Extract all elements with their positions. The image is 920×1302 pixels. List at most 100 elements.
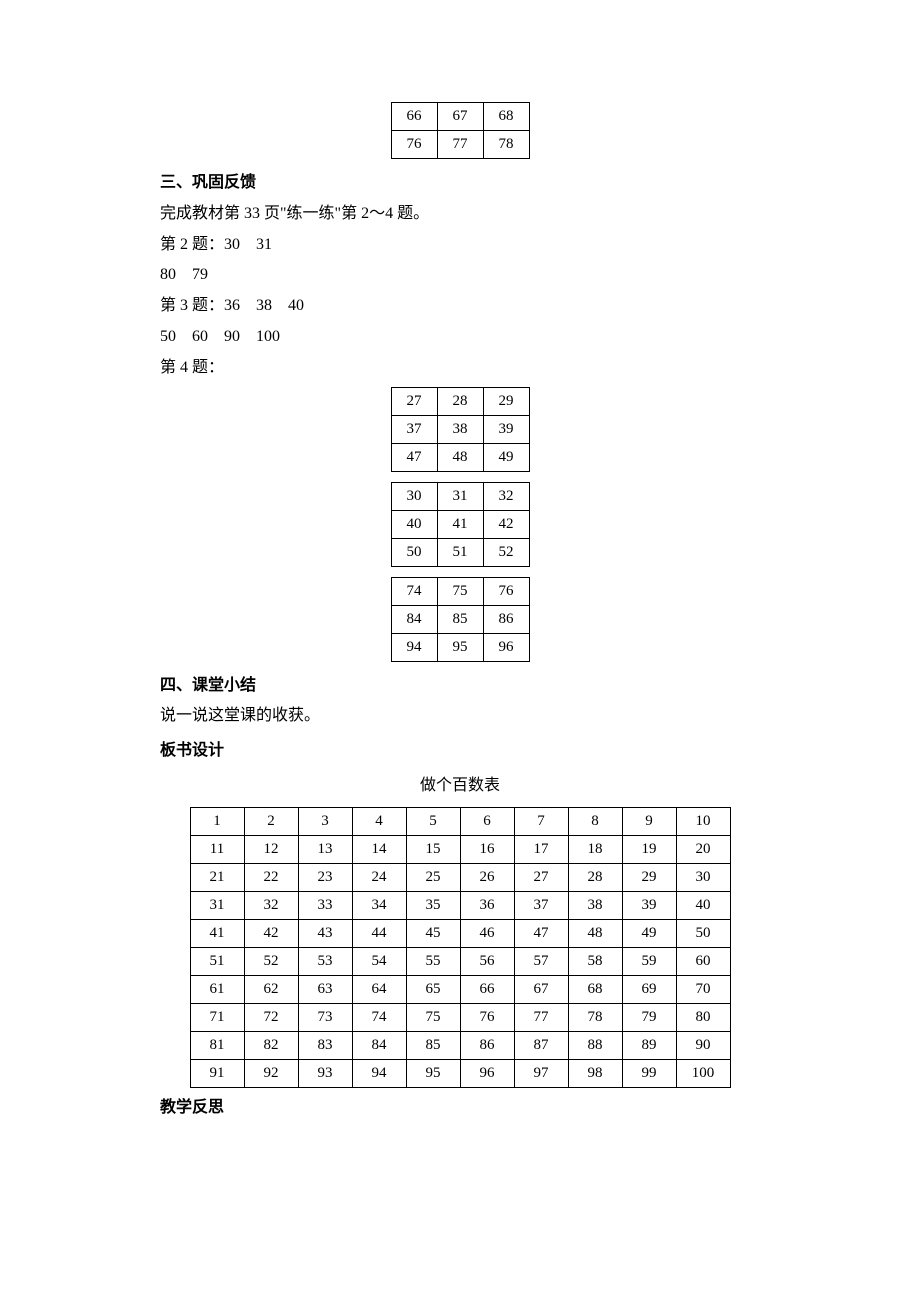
- cell: 31: [190, 891, 244, 919]
- cell: 9: [622, 807, 676, 835]
- cell: 76: [460, 1003, 514, 1031]
- cell: 29: [622, 863, 676, 891]
- table-row: 373839: [391, 415, 529, 443]
- cell: 84: [391, 605, 437, 633]
- cell: 45: [406, 919, 460, 947]
- cell: 71: [190, 1003, 244, 1031]
- cell: 25: [406, 863, 460, 891]
- cell: 7: [514, 807, 568, 835]
- cell: 96: [483, 633, 529, 661]
- cell: 15: [406, 835, 460, 863]
- cell: 69: [622, 975, 676, 1003]
- table-row: 767778: [391, 131, 529, 159]
- cell: 40: [676, 891, 730, 919]
- heading-section-3: 三、巩固反馈: [160, 169, 760, 198]
- cell: 11: [190, 835, 244, 863]
- cell: 68: [483, 103, 529, 131]
- cell: 78: [568, 1003, 622, 1031]
- table-row: 12345678910: [190, 807, 730, 835]
- cell: 91: [190, 1059, 244, 1087]
- table-top: 666768767778: [391, 102, 530, 159]
- cell: 4: [352, 807, 406, 835]
- table-q4-c: 747576848586949596: [391, 577, 530, 662]
- cell: 38: [437, 415, 483, 443]
- table-row: 303132: [391, 482, 529, 510]
- cell: 47: [514, 919, 568, 947]
- summary-line: 说一说这堂课的收获。: [160, 702, 760, 731]
- table-row: 747576: [391, 577, 529, 605]
- cell: 98: [568, 1059, 622, 1087]
- cell: 52: [483, 538, 529, 566]
- cell: 61: [190, 975, 244, 1003]
- heading-section-4: 四、课堂小结: [160, 672, 760, 701]
- cell: 64: [352, 975, 406, 1003]
- cell: 89: [622, 1031, 676, 1059]
- cell: 84: [352, 1031, 406, 1059]
- cell: 8: [568, 807, 622, 835]
- table-row: 71727374757677787980: [190, 1003, 730, 1031]
- cell: 14: [352, 835, 406, 863]
- cell: 65: [406, 975, 460, 1003]
- cell: 5: [406, 807, 460, 835]
- table-row: 919293949596979899100: [190, 1059, 730, 1087]
- page-content: 666768767778 三、巩固反馈 完成教材第 33 页"练一练"第 2～4…: [160, 102, 760, 1123]
- cell: 51: [190, 947, 244, 975]
- cell: 28: [568, 863, 622, 891]
- cell: 16: [460, 835, 514, 863]
- cell: 55: [406, 947, 460, 975]
- cell: 78: [483, 131, 529, 159]
- cell: 17: [514, 835, 568, 863]
- cell: 10: [676, 807, 730, 835]
- cell: 32: [244, 891, 298, 919]
- table-row: 949596: [391, 633, 529, 661]
- cell: 41: [190, 919, 244, 947]
- cell: 44: [352, 919, 406, 947]
- cell: 21: [190, 863, 244, 891]
- cell: 92: [244, 1059, 298, 1087]
- cell: 60: [676, 947, 730, 975]
- cell: 74: [391, 577, 437, 605]
- cell: 30: [391, 482, 437, 510]
- cell: 90: [676, 1031, 730, 1059]
- cell: 6: [460, 807, 514, 835]
- cell: 96: [460, 1059, 514, 1087]
- cell: 56: [460, 947, 514, 975]
- cell: 51: [437, 538, 483, 566]
- table-q4-b: 303132404142505152: [391, 482, 530, 567]
- cell: 77: [514, 1003, 568, 1031]
- cell: 40: [391, 510, 437, 538]
- table-row: 272829: [391, 387, 529, 415]
- q2-line2: 80 79: [160, 261, 760, 290]
- table-row: 505152: [391, 538, 529, 566]
- cell: 77: [437, 131, 483, 159]
- cell: 76: [483, 577, 529, 605]
- cell: 87: [514, 1031, 568, 1059]
- cell: 95: [406, 1059, 460, 1087]
- cell: 85: [437, 605, 483, 633]
- table-row: 51525354555657585960: [190, 947, 730, 975]
- cell: 62: [244, 975, 298, 1003]
- cell: 38: [568, 891, 622, 919]
- cell: 2: [244, 807, 298, 835]
- cell: 37: [514, 891, 568, 919]
- cell: 75: [406, 1003, 460, 1031]
- cell: 97: [514, 1059, 568, 1087]
- cell: 12: [244, 835, 298, 863]
- board-title: 做个百数表: [160, 772, 760, 801]
- heading-reflection: 教学反思: [160, 1094, 760, 1123]
- cell: 74: [352, 1003, 406, 1031]
- cell: 85: [406, 1031, 460, 1059]
- cell: 35: [406, 891, 460, 919]
- cell: 52: [244, 947, 298, 975]
- cell: 86: [483, 605, 529, 633]
- cell: 24: [352, 863, 406, 891]
- cell: 31: [437, 482, 483, 510]
- cell: 34: [352, 891, 406, 919]
- cell: 67: [514, 975, 568, 1003]
- cell: 94: [352, 1059, 406, 1087]
- cell: 83: [298, 1031, 352, 1059]
- table-row: 404142: [391, 510, 529, 538]
- table-row: 61626364656667686970: [190, 975, 730, 1003]
- cell: 82: [244, 1031, 298, 1059]
- cell: 72: [244, 1003, 298, 1031]
